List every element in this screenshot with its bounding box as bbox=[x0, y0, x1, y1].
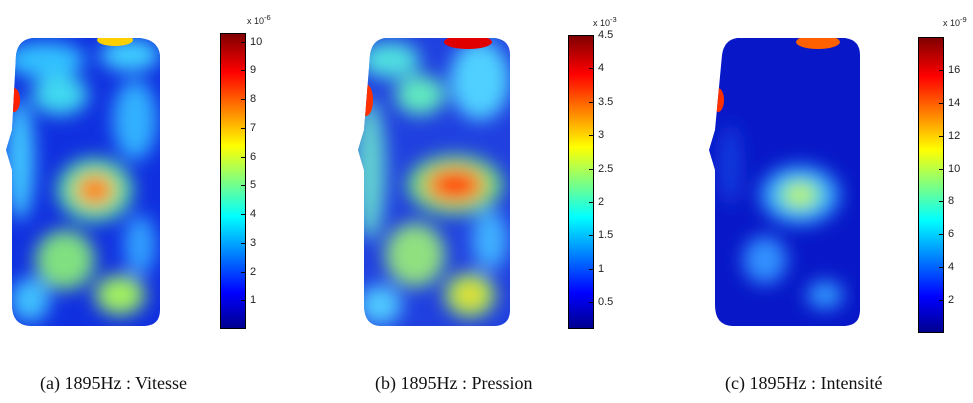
colorbar-c-tick-mark bbox=[939, 300, 943, 301]
colorbar-b-tick-label: 4 bbox=[598, 62, 605, 74]
colorbar-b-tick-mark bbox=[589, 302, 593, 303]
heatmap-b bbox=[358, 38, 510, 326]
panel-a: 1 2 3 4 5 6 7 8 9 10 x 10-6 (a) 1895Hz : Vitesse bbox=[0, 0, 324, 403]
colorbar-c-tick-label: 6 bbox=[948, 228, 955, 240]
colorbar-c-tick-mark bbox=[939, 267, 943, 268]
colorbar-a-tick-label: 7 bbox=[250, 122, 257, 134]
colorbar-a-tick-label: 2 bbox=[250, 266, 257, 278]
colorbar-a-tick-mark bbox=[241, 300, 245, 301]
colorbar-b-exponent: x 10-3 bbox=[593, 15, 617, 28]
colorbar-c-tick-mark bbox=[939, 169, 943, 170]
colorbar-b-tick-mark bbox=[589, 269, 593, 270]
colorbar-c-tick-label: 2 bbox=[948, 294, 955, 306]
caption-a: (a) 1895Hz : Vitesse bbox=[40, 373, 188, 393]
colorbar-b bbox=[568, 35, 594, 329]
colorbar-b-tick-label: 0.5 bbox=[598, 296, 614, 308]
colorbar-c-tick-label: 14 bbox=[948, 97, 961, 109]
colorbar-a-tick-mark bbox=[241, 243, 245, 244]
colorbar-a-tick-label: 1 bbox=[250, 294, 257, 306]
colorbar-b-tick-label: 1.5 bbox=[598, 229, 614, 241]
colorbar-b-tick-label: 1 bbox=[598, 263, 605, 275]
colorbar-c-exponent: x 10-9 bbox=[943, 15, 967, 28]
colorbar-a-tick-mark bbox=[241, 70, 245, 71]
colorbar-b-tick-label: 3.5 bbox=[598, 96, 614, 108]
colorbar-c-tick-mark bbox=[939, 103, 943, 104]
colorbar-c-tick-label: 16 bbox=[948, 64, 961, 76]
colorbar-a-tick-label: 9 bbox=[250, 64, 257, 76]
panel-b: 0.5 1 1.5 2 2.5 3 3.5 4 4.5 x 10-3 (b) 1895Hz : … bbox=[350, 0, 674, 403]
colorbar-b-tick-mark bbox=[589, 235, 593, 236]
colorbar-a-tick-mark bbox=[241, 42, 245, 43]
colorbar-a-tick-mark bbox=[241, 157, 245, 158]
colorbar-a-tick-label: 4 bbox=[250, 208, 257, 220]
colorbar-b-tick-label: 3 bbox=[598, 129, 605, 141]
colorbar-a-tick-mark bbox=[241, 272, 245, 273]
colorbar-a-tick-label: 6 bbox=[250, 151, 257, 163]
colorbar-a-tick-label: 8 bbox=[250, 93, 257, 105]
heatmap-c bbox=[709, 38, 860, 326]
colorbar-a bbox=[220, 33, 246, 329]
caption-b: (b) 1895Hz : Pression bbox=[375, 373, 533, 393]
colorbar-b-tick-mark bbox=[589, 35, 593, 36]
colorbar-c-tick-label: 10 bbox=[948, 163, 961, 175]
colorbar-c-tick-mark bbox=[939, 136, 943, 137]
colorbar-a-tick-mark bbox=[241, 99, 245, 100]
heatmap-a bbox=[6, 38, 160, 326]
colorbar-c-tick-label: 12 bbox=[948, 130, 961, 142]
colorbar-a-tick-label: 5 bbox=[250, 179, 257, 191]
colorbar-a-tick-label: 3 bbox=[250, 237, 257, 249]
colorbar-c-tick-mark bbox=[939, 234, 943, 235]
colorbar-b-tick-label: 4.5 bbox=[598, 29, 614, 41]
colorbar-b-tick-mark bbox=[589, 169, 593, 170]
caption-c: (c) 1895Hz : Intensité bbox=[725, 373, 883, 393]
colorbar-c-tick-mark bbox=[939, 70, 943, 71]
colorbar-b-tick-mark bbox=[589, 135, 593, 136]
colorbar-b-tick-mark bbox=[589, 102, 593, 103]
panel-c: 2 4 6 8 10 12 14 16 x 10-9 (c) 1895Hz : Intensi… bbox=[700, 0, 973, 403]
colorbar-a-tick-mark bbox=[241, 128, 245, 129]
colorbar-c-tick-label: 4 bbox=[948, 261, 955, 273]
colorbar-c-tick-mark bbox=[939, 201, 943, 202]
colorbar-b-tick-label: 2.5 bbox=[598, 163, 614, 175]
colorbar-a-exponent: x 10-6 bbox=[247, 13, 271, 26]
colorbar-b-tick-mark bbox=[589, 202, 593, 203]
colorbar-a-tick-mark bbox=[241, 214, 245, 215]
colorbar-c bbox=[918, 37, 944, 333]
colorbar-a-tick-label: 10 bbox=[250, 36, 263, 48]
colorbar-c-tick-label: 8 bbox=[948, 195, 955, 207]
colorbar-a-tick-mark bbox=[241, 185, 245, 186]
colorbar-b-tick-label: 2 bbox=[598, 196, 605, 208]
colorbar-b-tick-mark bbox=[589, 68, 593, 69]
